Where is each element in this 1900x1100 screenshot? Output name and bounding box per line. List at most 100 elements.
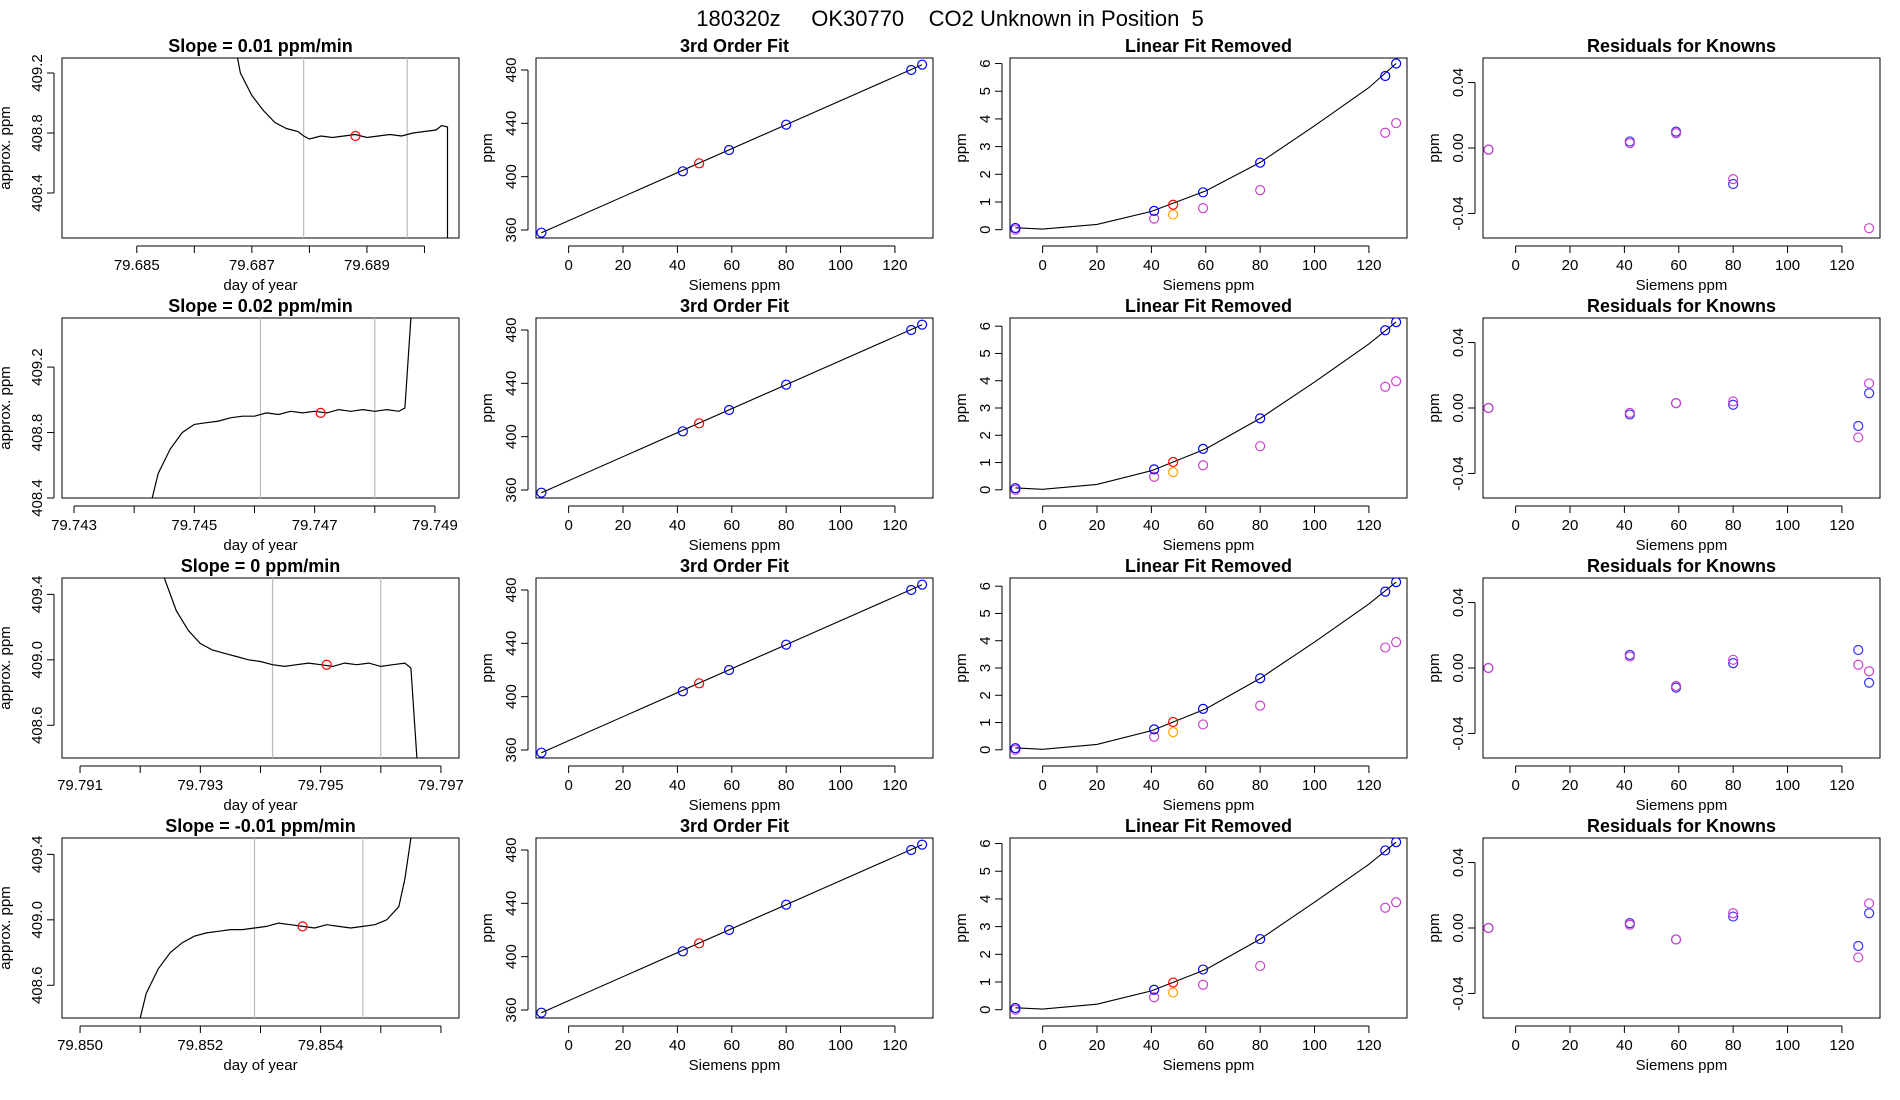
residual-point-magenta	[1853, 432, 1864, 443]
residual-point-magenta	[1864, 898, 1875, 909]
x-tick-label: 79.749	[412, 517, 458, 534]
residual-point-blue	[1728, 911, 1739, 922]
unknown-point	[694, 678, 705, 689]
x-tick-label: 40	[1143, 517, 1160, 534]
x-tick-label: 120	[882, 257, 907, 274]
residual-point-blue	[1853, 644, 1864, 656]
fit-line	[541, 64, 923, 234]
standard-point	[1255, 933, 1266, 945]
x-tick-label: 120	[1829, 1037, 1854, 1054]
residual-point-magenta	[1483, 662, 1494, 674]
y-tick-label: 6	[977, 322, 994, 330]
x-tick-label: 20	[1089, 257, 1106, 274]
x-tick-label: 20	[1089, 517, 1106, 534]
figure-title: 180320z OK30770 CO2 Unknown in Position …	[696, 6, 1204, 31]
panel-title: Linear Fit Removed	[1125, 296, 1292, 316]
x-tick-label: 100	[828, 777, 853, 794]
y-tick-label: 3	[977, 142, 994, 150]
unknown-point	[1168, 977, 1179, 988]
y-axis-label: ppm	[953, 653, 970, 682]
residual-point-magenta	[1853, 952, 1864, 963]
y-tick-label: 480	[503, 577, 520, 602]
y-tick-label: 0.04	[1450, 588, 1467, 617]
y-tick-label: 0.00	[1450, 913, 1467, 942]
fit-line	[1015, 581, 1397, 750]
y-tick-label: 0.04	[1450, 848, 1467, 877]
y-axis-label: ppm	[953, 393, 970, 422]
standard-point	[677, 946, 688, 957]
fit-line	[1015, 63, 1397, 230]
residual-point-blue	[1853, 940, 1864, 952]
plot-frame	[61, 57, 460, 239]
x-tick-label: 0	[1038, 777, 1046, 794]
x-tick-label: 79.795	[298, 777, 344, 794]
y-axis-label: approx. ppm	[0, 886, 14, 969]
panel-r1-c1: Slope = 0.01 ppm/min 79.685 79.687 79.689 da…	[0, 36, 460, 294]
standard-point	[536, 227, 547, 238]
plot-data	[1483, 898, 1875, 963]
standard-point	[1010, 483, 1021, 494]
x-tick-label: 80	[1725, 777, 1742, 794]
y-tick-label: 0.04	[1450, 328, 1467, 357]
standard-point	[723, 924, 735, 936]
panel-r2-c4: Residuals for Knowns 0 20 40 60 80 100 120 Sieme…	[1426, 296, 1881, 554]
x-tick-label: 60	[723, 777, 740, 794]
x-tick-label: 0	[1511, 257, 1519, 274]
residual-point-magenta	[1483, 922, 1494, 934]
x-tick-label: 120	[1356, 517, 1381, 534]
unknown-point	[350, 130, 361, 142]
y-tick-label: 1	[977, 198, 994, 206]
x-tick-label: 80	[778, 1037, 795, 1054]
x-tick-label: 0	[564, 1037, 572, 1054]
y-axis-label: ppm	[953, 133, 970, 162]
x-tick-label: 60	[1670, 517, 1687, 534]
y-axis-label: approx. ppm	[0, 106, 14, 189]
standard-point	[1149, 205, 1160, 216]
x-tick-label: 79.689	[344, 257, 390, 274]
residual-point-blue	[1864, 677, 1875, 688]
standard-point	[1010, 743, 1021, 754]
unknown-point	[694, 158, 705, 169]
x-tick-label: 20	[615, 517, 632, 534]
y-axis-label: ppm	[479, 913, 496, 942]
y-tick-label: 400	[503, 684, 520, 709]
y-tick-label: 0	[977, 226, 994, 234]
trace-line	[236, 58, 449, 238]
x-tick-label: 40	[669, 517, 686, 534]
x-tick-label: 20	[1562, 777, 1579, 794]
x-tick-label: 120	[1356, 1037, 1381, 1054]
y-tick-label: 2	[977, 950, 994, 958]
x-tick-label: 0	[564, 777, 572, 794]
standard-point	[1010, 1002, 1021, 1014]
panel-title: Linear Fit Removed	[1125, 556, 1292, 576]
standard-point	[906, 64, 917, 76]
y-tick-label: 400	[503, 164, 520, 189]
standard-point	[677, 426, 688, 437]
x-tick-label: 60	[1670, 777, 1687, 794]
linear-removed-point	[1380, 902, 1391, 913]
x-tick-label: 60	[723, 1037, 740, 1054]
residual-point-magenta	[1864, 666, 1875, 677]
x-tick-label: 79.747	[292, 517, 338, 534]
panel-r3-c1: Slope = 0 ppm/min 79.791 79.793 79.795 79.79…	[0, 556, 464, 814]
y-tick-label: 0.00	[1450, 653, 1467, 682]
residual-point-blue	[1864, 388, 1875, 399]
unknown-linear-point	[1168, 209, 1179, 220]
x-tick-label: 20	[615, 777, 632, 794]
standard-point	[1010, 222, 1021, 234]
y-tick-label: 409.2	[29, 54, 46, 92]
standard-point	[1380, 845, 1391, 856]
y-tick-label: 409.0	[29, 901, 46, 939]
y-tick-label: 400	[503, 944, 520, 969]
x-axis-label: Siemens ppm	[1636, 1057, 1728, 1074]
y-tick-label: 1	[977, 718, 994, 726]
x-tick-label: 79.793	[177, 777, 223, 794]
standard-point	[1391, 838, 1402, 848]
residual-point-blue	[1864, 908, 1875, 919]
x-tick-label: 0	[1038, 517, 1046, 534]
standard-point	[1380, 70, 1391, 82]
plot-frame	[535, 317, 934, 499]
panel-r2-c2: 3rd Order Fit 0 20 40 60 80 100 120 Siemens ppm 3…	[479, 296, 934, 554]
